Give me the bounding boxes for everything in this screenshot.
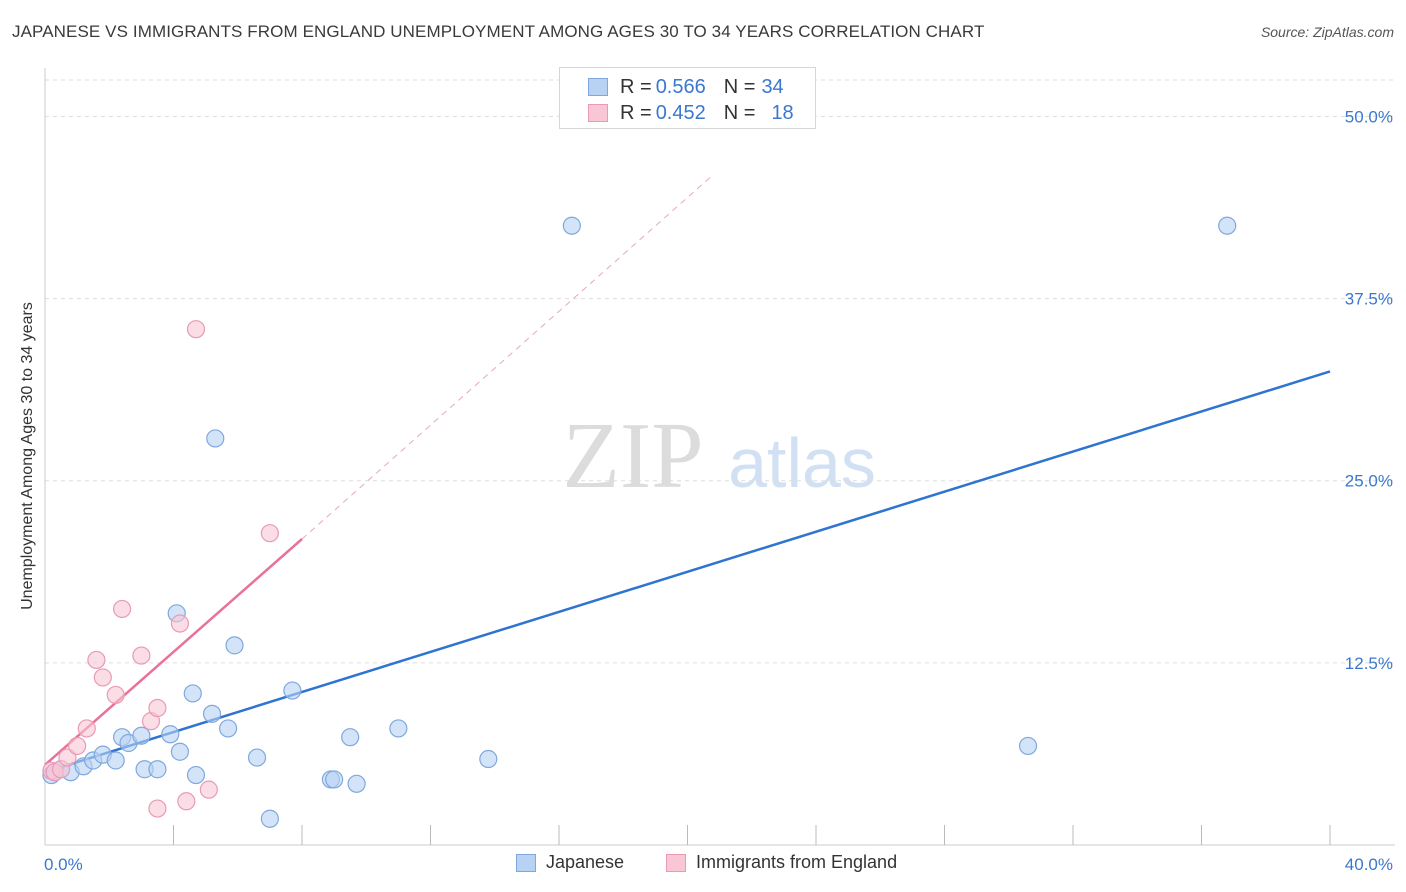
grid-lines: [45, 79, 1395, 664]
legend-n-value: 34: [761, 75, 784, 98]
japanese-trend-line: [44, 370, 1331, 774]
x-tick-label: 0.0%: [44, 855, 83, 874]
bottom-legend: Japanese Immigrants from England: [0, 852, 1406, 878]
england-point: [93, 668, 112, 687]
japanese-point: [225, 636, 244, 655]
japanese-point: [148, 760, 167, 779]
japanese-point: [202, 704, 222, 723]
england-point: [106, 685, 125, 705]
england-point: [58, 748, 77, 767]
chart-title: JAPANESE VS IMMIGRANTS FROM ENGLAND UNEM…: [12, 22, 985, 41]
japanese-point: [161, 725, 180, 744]
bottom-legend-japanese: Japanese: [516, 852, 624, 873]
japanese-point: [1218, 216, 1237, 235]
england-point: [186, 320, 206, 339]
bottom-legend-swatch-england: [666, 853, 686, 872]
y-tick-label: 37.5%: [1345, 290, 1393, 309]
watermark-atlas: atlas: [728, 424, 876, 502]
japanese-point: [479, 749, 498, 769]
legend-n-label: N =: [723, 75, 756, 98]
bottom-legend-label-england: Immigrants from England: [696, 852, 898, 872]
source-label: Source: ZipAtlas.com: [1260, 24, 1394, 40]
bottom-legend-england: Immigrants from England: [666, 852, 897, 873]
england-point: [170, 614, 190, 633]
legend-swatch-england: [588, 104, 608, 122]
y-tick-label: 12.5%: [1345, 654, 1393, 673]
england-point: [177, 792, 196, 811]
japanese-point: [283, 681, 302, 700]
y-tick-label: 50.0%: [1345, 107, 1393, 126]
japanese-point: [325, 770, 344, 789]
japanese-point: [183, 684, 202, 703]
japanese-point: [106, 751, 125, 770]
japanese-point: [260, 809, 279, 828]
legend-swatch-japanese: [588, 78, 608, 96]
legend-r-value: 0.452: [655, 101, 706, 124]
tick-labels: 12.5% 25.0% 37.5% 50.0% 0.0% 40.0%: [44, 107, 1393, 874]
japanese-point: [389, 719, 408, 738]
england-point: [112, 599, 132, 619]
japanese-point: [186, 765, 206, 785]
japanese-point: [347, 774, 366, 793]
japanese-point: [219, 719, 238, 738]
england-point: [148, 698, 167, 718]
y-tick-label: 25.0%: [1345, 472, 1393, 491]
watermark: ZIP atlas: [563, 404, 876, 508]
bottom-legend-swatch-japanese: [516, 853, 536, 872]
japanese-point: [247, 748, 267, 767]
england-point: [87, 650, 106, 670]
axes: [44, 68, 1395, 846]
data-points: [42, 216, 1237, 828]
japanese-point: [170, 742, 190, 761]
england-trend-extension: [301, 174, 714, 540]
legend-r-label: R =: [620, 101, 652, 124]
england-point: [68, 736, 87, 756]
legend: R = 0.566 N = 34 R = 0.452 N = 18: [559, 67, 816, 129]
legend-row-japanese: R = 0.566 N = 34: [560, 74, 784, 100]
japanese-point: [1018, 736, 1038, 756]
japanese-point: [206, 429, 225, 448]
legend-row-england: R = 0.452 N = 18: [560, 100, 794, 126]
bottom-legend-label-japanese: Japanese: [546, 852, 625, 872]
japanese-point: [341, 728, 360, 747]
legend-n-value: 18: [771, 101, 794, 124]
legend-r-label: R =: [620, 75, 652, 98]
japanese-point: [132, 726, 151, 745]
england-point: [260, 524, 279, 543]
japanese-point: [562, 216, 581, 235]
england-point: [199, 780, 218, 799]
x-tick-label: 40.0%: [1345, 855, 1393, 874]
england-point: [132, 646, 151, 665]
england-point: [148, 799, 167, 818]
legend-n-label: N =: [723, 101, 756, 124]
legend-r-value: 0.566: [655, 75, 706, 98]
england-point: [77, 719, 96, 738]
watermark-zip: ZIP: [563, 404, 704, 508]
